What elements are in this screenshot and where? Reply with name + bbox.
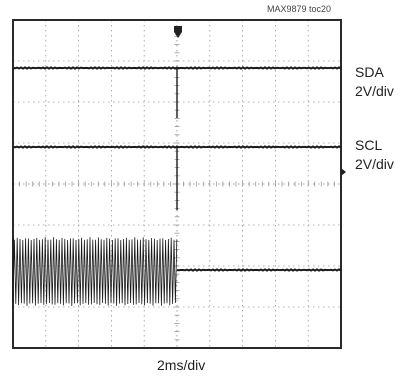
trigger-marker (174, 26, 182, 38)
channel-scale: 2V/div (355, 83, 394, 99)
trace-scl (12, 145, 342, 149)
timebase-label: 2ms/div (157, 357, 206, 373)
trace-sda (12, 66, 342, 70)
channel-label-scl: SCL 2V/div (355, 136, 394, 174)
traces (12, 66, 342, 307)
channel-label-sda: SDA 2V/div (355, 63, 394, 101)
trace-burst (12, 237, 178, 307)
figure-id: MAX9879 toc20 (267, 4, 332, 14)
channel-name: SCL (355, 137, 383, 153)
level-marker (341, 168, 346, 176)
trace-burst-idle (176, 268, 342, 272)
channel-scale: 2V/div (355, 156, 394, 172)
channel-name: SDA (355, 64, 384, 80)
screen-frame (12, 19, 342, 349)
